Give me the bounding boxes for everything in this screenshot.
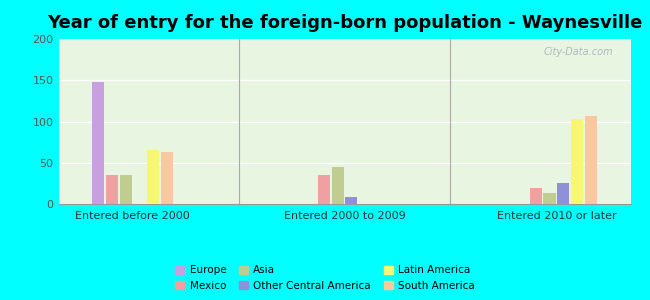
Bar <box>148 150 159 204</box>
Bar <box>161 152 173 204</box>
Bar <box>543 193 556 204</box>
Bar <box>571 119 583 204</box>
Bar <box>345 197 358 204</box>
Text: City-Data.com: City-Data.com <box>543 47 614 57</box>
Bar <box>585 116 597 204</box>
Bar <box>557 183 569 204</box>
Bar <box>92 82 104 204</box>
Legend: Europe, Mexico, Asia, Other Central America, Latin America, South America: Europe, Mexico, Asia, Other Central Amer… <box>171 261 479 295</box>
Title: Year of entry for the foreign-born population - Waynesville: Year of entry for the foreign-born popul… <box>47 14 642 32</box>
Bar <box>318 175 330 204</box>
Bar <box>530 188 541 204</box>
Bar <box>106 175 118 204</box>
Bar <box>120 175 132 204</box>
Bar <box>332 167 344 204</box>
